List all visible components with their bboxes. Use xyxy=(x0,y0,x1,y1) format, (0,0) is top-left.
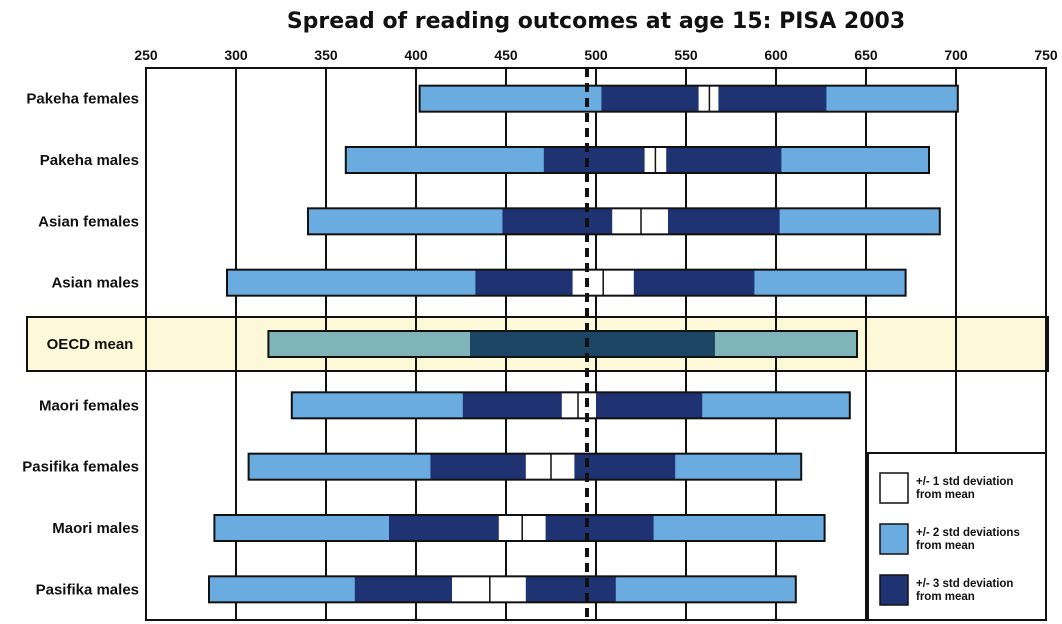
bar-outline xyxy=(208,575,797,604)
bar-segment-sd1 xyxy=(612,208,668,235)
bar-outline xyxy=(226,268,907,297)
bar-segment-sd1 xyxy=(452,576,526,603)
legend-label: from mean xyxy=(916,540,975,552)
row-label: Pakeha females xyxy=(26,91,139,108)
bar-outline xyxy=(418,84,959,113)
legend-label: +/- 2 std deviations xyxy=(916,527,1020,539)
row-label: OECD mean xyxy=(47,336,134,353)
x-tick-label: 700 xyxy=(944,47,968,63)
bar-outline xyxy=(290,391,851,420)
x-tick-label: 300 xyxy=(224,47,248,63)
row-label: Asian females xyxy=(38,213,139,230)
legend-swatch xyxy=(879,523,909,555)
bar-segment-sd1 xyxy=(561,392,596,419)
bar-outline xyxy=(267,330,858,358)
x-tick-label: 600 xyxy=(764,47,788,63)
legend-swatch xyxy=(879,472,909,504)
bar-row: Maori males xyxy=(52,514,826,542)
bar-row: Pakeha males xyxy=(40,146,930,174)
row-label: Pasifika females xyxy=(22,459,139,476)
bar-segment-sd1 xyxy=(470,331,715,357)
row-label: Maori males xyxy=(52,520,139,537)
bar-row: OECD mean xyxy=(47,330,858,358)
x-tick-label: 350 xyxy=(314,47,338,63)
x-tick-label: 500 xyxy=(584,47,608,63)
x-axis-ticks: 250 300 350 400 450 500 550 600 650 700 750 xyxy=(134,47,1058,63)
x-tick-label: 250 xyxy=(134,47,158,63)
legend-label: from mean xyxy=(916,489,975,501)
row-label: Asian males xyxy=(51,275,139,292)
x-tick-label: 450 xyxy=(494,47,518,63)
x-tick-label: 750 xyxy=(1034,47,1058,63)
bar-row: Maori females xyxy=(39,391,851,420)
bars: Pakeha females Pakeha males Asian females A… xyxy=(22,68,959,620)
x-tick-label: 650 xyxy=(854,47,878,63)
legend-swatch xyxy=(879,574,909,606)
legend-label: from mean xyxy=(916,591,975,603)
bar-row: Asian males xyxy=(51,268,907,297)
x-tick-label: 400 xyxy=(404,47,428,63)
bar-outline xyxy=(344,146,930,174)
row-label: Maori females xyxy=(39,397,139,414)
bar-outline xyxy=(213,514,826,542)
bar-row: Pasifika females xyxy=(22,452,803,481)
bar-row: Pakeha females xyxy=(26,84,959,113)
bar-segment-sd1 xyxy=(698,85,719,112)
bar-row: Asian females xyxy=(38,207,941,236)
bar-row: Pasifika males xyxy=(36,575,797,604)
chart-title: Spread of reading outcomes at age 15: PI… xyxy=(287,9,905,34)
bar-outline xyxy=(307,207,941,236)
row-label: Pakeha males xyxy=(40,152,139,169)
legend-label: +/- 3 std deviation xyxy=(916,578,1013,590)
bar-segment-sd1 xyxy=(525,453,575,480)
bar-outline xyxy=(247,452,803,481)
x-tick-label: 550 xyxy=(674,47,698,63)
row-label: Pasifika males xyxy=(36,581,139,598)
legend-label: +/- 1 std deviation xyxy=(916,476,1013,488)
